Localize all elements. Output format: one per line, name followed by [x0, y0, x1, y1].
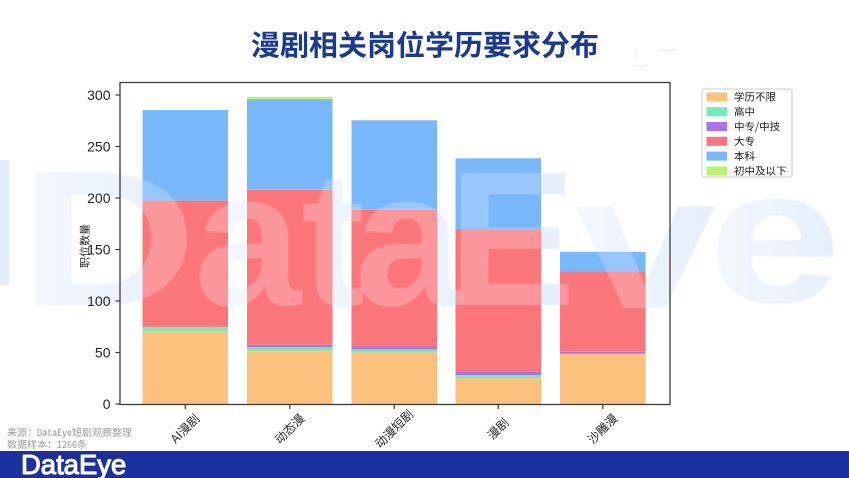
- svg-text:ataE: ataE: [194, 131, 576, 346]
- svg-text:200: 200: [87, 190, 111, 206]
- svg-text:100: 100: [87, 293, 111, 309]
- svg-text:300: 300: [87, 87, 111, 103]
- svg-text:150: 150: [87, 242, 111, 258]
- svg-text:DataEye: DataEye: [21, 449, 126, 478]
- svg-text:v: v: [575, 134, 716, 349]
- svg-text:50: 50: [95, 345, 111, 361]
- svg-text:0: 0: [103, 396, 111, 412]
- svg-text:250: 250: [87, 139, 111, 155]
- svg-text:D: D: [19, 131, 196, 346]
